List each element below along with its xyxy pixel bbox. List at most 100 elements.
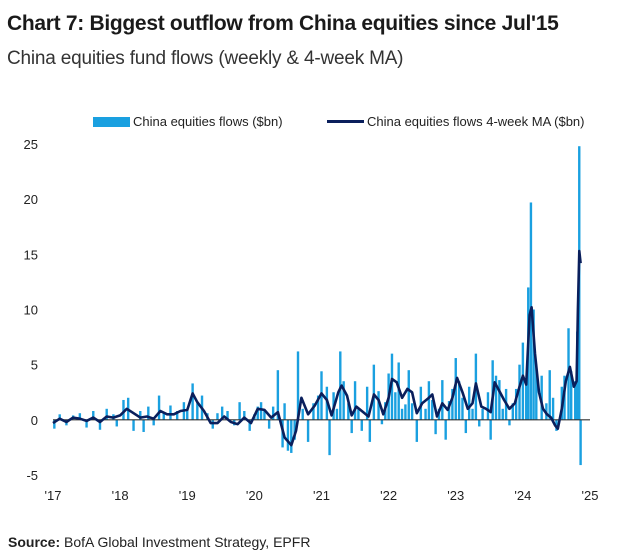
flow-bar	[489, 419, 492, 440]
y-tick-label: 20	[24, 192, 38, 207]
flow-bar	[259, 402, 263, 420]
legend-item-flows: China equities flows ($bn)	[93, 114, 283, 129]
flow-bar	[293, 419, 296, 440]
flow-bar	[390, 353, 394, 420]
flow-bar	[372, 364, 376, 420]
flow-bar	[461, 397, 464, 420]
flow-bar	[296, 351, 300, 420]
flow-bar	[415, 419, 419, 442]
flow-bar	[350, 419, 353, 434]
flow-bar	[147, 406, 150, 420]
x-tick-label: '17	[45, 488, 62, 503]
flow-bar	[434, 419, 437, 435]
flow-bar	[471, 408, 474, 420]
flow-bar	[316, 395, 320, 420]
flow-bar	[243, 411, 246, 420]
flow-bar	[501, 408, 504, 420]
flow-bar	[521, 342, 525, 420]
flow-bar	[290, 419, 293, 453]
flow-bar	[532, 309, 535, 420]
flow-bar	[478, 419, 481, 427]
flow-bar	[53, 419, 56, 429]
y-tick-label: 0	[31, 413, 38, 428]
flow-bar	[256, 406, 259, 420]
flow-bar	[518, 364, 521, 420]
flow-bar	[380, 419, 384, 425]
x-tick-label: '21	[313, 488, 330, 503]
flow-bar	[407, 370, 410, 420]
flow-bar	[431, 399, 434, 420]
flow-bar	[570, 371, 573, 420]
flow-bar	[267, 419, 271, 429]
flow-bar	[139, 411, 142, 420]
flow-bars	[53, 146, 582, 466]
y-tick-label: 5	[31, 358, 38, 373]
flow-bar	[377, 391, 380, 420]
flow-bar	[447, 401, 451, 420]
flow-bar	[220, 406, 224, 420]
x-tick-label: '22	[380, 488, 397, 503]
flow-bar	[196, 403, 199, 420]
y-tick-label: -5	[26, 468, 38, 483]
flow-bar	[276, 370, 280, 420]
flow-bar	[410, 403, 414, 420]
flow-bar	[427, 381, 431, 420]
legend-swatch-bar	[93, 116, 130, 127]
y-axis: 25 20 15 10 5 0 -5	[24, 137, 38, 483]
source-label: Source:	[8, 534, 61, 550]
legend-label-ma: China equities flows 4-week MA ($bn)	[367, 114, 585, 129]
chart-subtitle: China equities fund flows (weekly & 4-we…	[7, 48, 404, 69]
flow-bar	[441, 380, 444, 420]
flow-bar	[494, 375, 498, 420]
chart-plot: 25 20 15 10 5 0 -5 '17 '18 '19 '20 '21 '22 '23 '24 '25	[24, 137, 599, 503]
flow-bar	[328, 419, 331, 456]
x-tick-label: '24	[514, 488, 531, 503]
flow-bar	[404, 404, 407, 420]
flow-bar	[357, 408, 360, 420]
x-axis: '17 '18 '19 '20 '21 '22 '23 '24 '25	[45, 488, 599, 503]
flow-bar	[306, 419, 310, 442]
flow-bar	[286, 419, 290, 451]
source-note: Source: BofA Global Investment Strategy,…	[8, 534, 310, 550]
chart-title: Chart 7: Biggest outflow from China equi…	[7, 12, 559, 35]
flow-bar	[335, 408, 339, 420]
flow-bar	[248, 419, 251, 431]
flow-bar	[508, 419, 511, 426]
x-tick-label: '20	[246, 488, 263, 503]
flow-bar	[579, 419, 582, 466]
flow-bar	[157, 395, 161, 420]
source-text: BofA Global Investment Strategy, EPFR	[64, 534, 311, 550]
flow-bar	[122, 399, 125, 420]
flow-bar	[535, 364, 538, 420]
ma-line-series	[52, 249, 582, 447]
flow-bar	[191, 383, 194, 420]
flow-bar	[175, 411, 179, 420]
flow-bar	[238, 402, 241, 420]
flow-bar	[514, 388, 518, 420]
y-tick-label: 25	[24, 137, 38, 152]
flow-bar	[457, 381, 461, 420]
flow-bar	[98, 419, 102, 430]
flow-bar	[142, 419, 145, 432]
flow-bar	[216, 413, 219, 420]
flow-bar	[551, 397, 555, 420]
flow-bar	[486, 392, 490, 420]
flow-bar	[548, 370, 551, 420]
flow-bar	[365, 386, 369, 420]
flow-bar	[394, 392, 397, 420]
flow-bar	[481, 408, 484, 420]
flow-bar	[105, 408, 108, 420]
flow-bar	[451, 388, 454, 420]
flow-bar	[263, 409, 266, 420]
legend-swatch-line	[327, 120, 364, 123]
x-tick-label: '18	[112, 488, 129, 503]
flow-bar	[400, 408, 404, 420]
flow-bar	[152, 419, 155, 426]
flow-bar	[574, 381, 577, 420]
flow-bar	[498, 380, 501, 420]
flow-bar	[312, 403, 315, 420]
y-tick-label: 10	[24, 303, 38, 318]
flow-bar	[301, 408, 304, 420]
flow-bar	[368, 419, 372, 442]
flow-bar	[511, 403, 515, 420]
